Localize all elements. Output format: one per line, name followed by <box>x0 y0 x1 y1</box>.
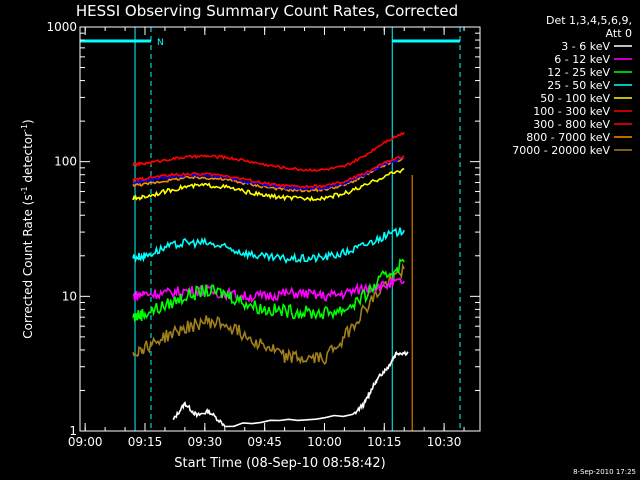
x-tick-label-6: 10:15 <box>367 435 402 449</box>
series-line-4 <box>132 227 405 265</box>
series-line-6 <box>132 131 405 173</box>
x-tick-label-4: 09:45 <box>247 435 282 449</box>
series-line-1 <box>172 350 409 428</box>
series-line-3 <box>132 258 405 322</box>
legend-label-9: 7000 - 20000 keV <box>512 144 610 157</box>
series-line-7 <box>132 155 405 189</box>
x-tick-label-2: 09:15 <box>128 435 163 449</box>
x-axis: 09:00 09:15 09:30 09:45 10:00 10:15 10:30 <box>68 27 465 449</box>
legend-label-5: 50 - 100 keV <box>540 92 610 105</box>
x-tick-label-7: 10:30 <box>427 435 462 449</box>
legend-label-8: 800 - 7000 keV <box>526 131 610 144</box>
series-line-5 <box>132 168 405 202</box>
y-axis: 1 10 100 1000 <box>46 20 480 438</box>
y-tick-label-4: 1000 <box>46 20 77 34</box>
x-tick-label-5: 10:00 <box>307 435 342 449</box>
y-tick-label-2: 10 <box>62 289 77 303</box>
legend-header-1: Det 1,3,4,5,6,9, <box>546 14 632 27</box>
legend-label-6: 100 - 300 keV <box>533 105 610 118</box>
x-tick-label-3: 09:30 <box>188 435 223 449</box>
y-tick-label-3: 100 <box>54 155 77 169</box>
series-line-8 <box>132 156 405 193</box>
x-axis-label: Start Time (08-Sep-10 08:58:42) <box>174 456 385 471</box>
legend-label-3: 12 - 25 keV <box>547 66 610 79</box>
legend-label-2: 6 - 12 keV <box>554 53 610 66</box>
legend-label-7: 300 - 800 keV <box>533 118 610 131</box>
series-line-10 <box>132 262 405 365</box>
series-line-2 <box>132 277 405 304</box>
x-tick-label-1: 09:00 <box>68 435 103 449</box>
y-tick-label-1: 1 <box>69 424 77 438</box>
night-marker-label: N <box>157 38 164 48</box>
legend-label-4: 25 - 50 keV <box>547 79 610 92</box>
legend-label-1: 3 - 6 keV <box>561 40 610 53</box>
timestamp: 8-Sep-2010 17:25 <box>573 468 636 476</box>
y-axis-label: Corrected Count Rate (s-1 detector-1) <box>20 119 35 338</box>
chart-title: HESSI Observing Summary Count Rates, Cor… <box>76 2 458 20</box>
legend-header-2: Att 0 <box>606 27 632 40</box>
series-line-9 <box>132 156 405 191</box>
plot-area: N <box>80 27 461 431</box>
plot-frame <box>79 26 481 432</box>
